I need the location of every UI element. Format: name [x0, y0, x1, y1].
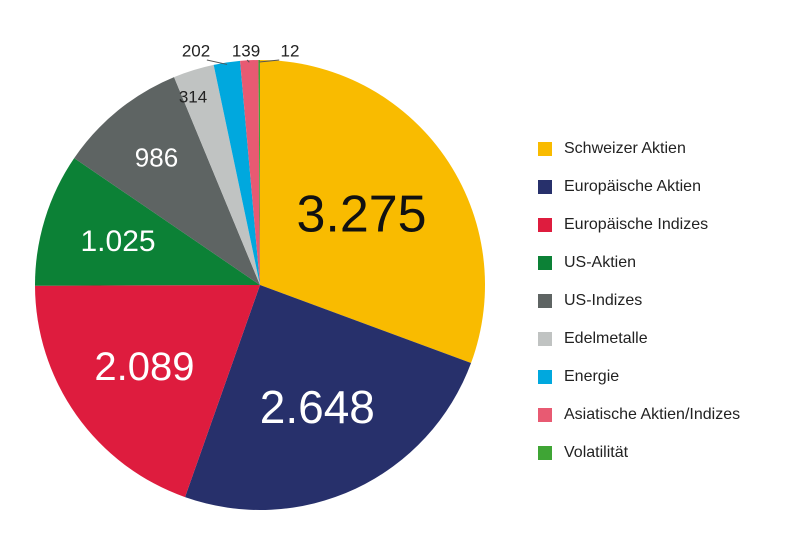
pie-slice-europaeische-aktien: [185, 285, 472, 510]
legend-label: US-Aktien: [564, 254, 637, 271]
legend-swatch: [538, 180, 552, 194]
legend-swatch: [538, 218, 552, 232]
legend-item-volatilitaet: Volatilität: [538, 434, 740, 472]
legend-swatch: [538, 370, 552, 384]
legend-label: Asiatische Aktien/Indizes: [564, 406, 741, 423]
legend-item-edelmetalle: Edelmetalle: [538, 320, 740, 358]
pie-slice-asiatische-aktien-indizes: [240, 60, 260, 285]
slice-label-us-indizes: 986: [135, 142, 178, 172]
slice-label-edelmetalle: 314: [179, 88, 207, 107]
legend-label: Europäische Indizes: [564, 216, 709, 233]
pie-slice-us-indizes: [74, 77, 260, 285]
legend-swatch: [538, 256, 552, 270]
slice-label-europaeische-indizes: 2.089: [94, 345, 194, 389]
leader-line-volatilitaet: [259, 59, 280, 63]
legend-item-us-indizes: US-Indizes: [538, 282, 740, 320]
slice-label-asiatische-aktien-indizes: 139: [232, 42, 260, 61]
slice-label-schweizer-aktien: 3.275: [296, 185, 426, 243]
legend-item-energie: Energie: [538, 358, 740, 396]
pie-slice-edelmetalle: [174, 64, 260, 285]
legend-label: Edelmetalle: [564, 330, 648, 347]
legend-label: Volatilität: [564, 444, 629, 461]
legend-item-asiatische-aktien-indizes: Asiatische Aktien/Indizes: [538, 396, 740, 434]
leader-line-energie: [206, 59, 228, 65]
legend-swatch: [538, 142, 552, 156]
legend-item-schweizer-aktien: Schweizer Aktien: [538, 130, 740, 168]
legend-label: Europäische Aktien: [564, 178, 701, 195]
slice-label-us-aktien: 1.025: [81, 225, 156, 258]
slice-label-energie: 202: [182, 42, 210, 61]
chart-legend: Schweizer Aktien Europäische Aktien Europä…: [538, 130, 740, 472]
pie-slice-volatilitaet: [258, 60, 260, 285]
pie-slice-schweizer-aktien: [260, 60, 485, 364]
legend-item-us-aktien: US-Aktien: [538, 244, 740, 282]
legend-swatch: [538, 408, 552, 422]
legend-label: US-Indizes: [564, 292, 643, 309]
slice-label-volatilitaet: 12: [281, 42, 300, 61]
pie-slice-energie: [213, 60, 260, 285]
label-leader-lines: [206, 59, 280, 65]
legend-item-europaeische-aktien: Europäische Aktien: [538, 168, 740, 206]
legend-swatch: [538, 294, 552, 308]
legend-swatch: [538, 446, 552, 460]
slice-label-europaeische-aktien: 2.648: [260, 381, 375, 433]
legend-label: Schweizer Aktien: [564, 140, 686, 157]
pie-slices: [35, 60, 485, 510]
pie-slice-europaeische-indizes: [35, 285, 260, 498]
pie-slice-us-aktien: [35, 158, 260, 286]
legend-item-europaeische-indizes: Europäische Indizes: [538, 206, 740, 244]
legend-label: Energie: [564, 368, 620, 385]
slice-labels: 3.275 2.648 2.089 1.025 986 314 202 139 12: [81, 42, 427, 434]
leader-line-asiatische-aktien-indizes: [246, 59, 250, 63]
legend-swatch: [538, 332, 552, 346]
